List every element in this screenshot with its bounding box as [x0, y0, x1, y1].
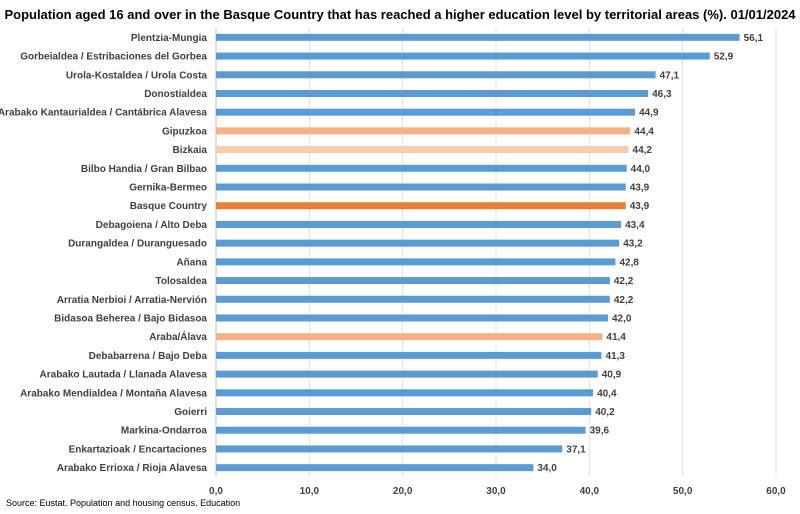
bar [216, 389, 594, 397]
data-label: 41,4 [606, 332, 626, 343]
bar [216, 239, 620, 247]
data-label: 52,9 [714, 52, 734, 63]
data-label: 47,1 [660, 70, 680, 81]
bar [216, 164, 627, 172]
category-label: Plentzia-Mungia [131, 33, 208, 44]
bar [216, 71, 656, 79]
data-label: 44,0 [631, 164, 651, 175]
bar [216, 370, 598, 378]
data-label: 44,2 [633, 145, 653, 156]
data-label: 43,2 [623, 239, 643, 250]
data-label: 34,0 [537, 463, 557, 474]
bar [216, 277, 610, 285]
category-label: Bilbo Handia / Gran Bilbao [81, 164, 207, 175]
bar [216, 52, 710, 60]
category-label: Goierri [174, 407, 207, 418]
data-label: 43,9 [630, 183, 650, 194]
bar [216, 464, 534, 472]
category-label: Durangaldea / Duranguesado [68, 239, 207, 250]
bar [216, 89, 649, 97]
data-label: 42,0 [612, 313, 632, 324]
x-tick-label: 50,0 [673, 486, 693, 497]
bar [216, 127, 631, 135]
data-label: 56,1 [744, 33, 764, 44]
category-labels: Plentzia-Mungia Gorbeialdea / Estribacion… [0, 33, 207, 474]
bar [216, 295, 610, 303]
bar [216, 258, 616, 266]
category-label: Debagoiena / Alto Deba [96, 220, 208, 231]
data-label: 40,9 [602, 370, 622, 381]
x-tick-label: 20,0 [393, 486, 413, 497]
x-tick-label: 0,0 [209, 486, 223, 497]
category-label: Tolosaldea [156, 276, 208, 287]
bar [216, 183, 626, 191]
x-tick-label: 10,0 [300, 486, 320, 497]
bar [216, 202, 626, 210]
data-label: 42,2 [614, 276, 634, 287]
data-label: 37,1 [566, 444, 586, 455]
source-note: Source: Eustat. Population and housing c… [6, 498, 241, 508]
bar [216, 333, 603, 341]
chart-title: Population aged 16 and over in the Basqu… [4, 7, 796, 22]
bar [216, 314, 608, 322]
x-tick-label: 30,0 [486, 486, 506, 497]
bar [216, 408, 592, 416]
data-label: 40,2 [595, 407, 615, 418]
category-label: Donostialdea [144, 89, 207, 100]
bars [216, 33, 740, 472]
data-label: 44,9 [639, 108, 659, 119]
x-tick-label: 40,0 [580, 486, 600, 497]
category-label: Enkartazioak / Encartaciones [69, 444, 208, 455]
category-label: Bidasoa Beherea / Bajo Bidasoa [54, 313, 207, 324]
x-tick-label: 60,0 [766, 486, 786, 497]
bar [216, 426, 586, 434]
category-label: Arabako Errioxa / Rioja Alavesa [57, 463, 208, 474]
data-label: 41,3 [605, 351, 625, 362]
category-label: Markina-Ondarroa [121, 426, 208, 437]
x-axis-ticks: 0,0 10,0 20,0 30,0 40,0 50,0 60,0 [209, 486, 786, 497]
bar [216, 445, 563, 453]
category-label: Arabako Mendialdea / Montaña Alavesa [20, 388, 207, 399]
data-label: 44,4 [634, 126, 654, 137]
category-label: Araba/Álava [149, 330, 207, 343]
category-label: Añana [176, 257, 207, 268]
data-label: 43,9 [630, 201, 650, 212]
category-label: Bizkaia [173, 145, 208, 156]
data-label: 42,2 [614, 295, 634, 306]
category-label: Gernika-Bermeo [129, 183, 207, 194]
category-label: Arabako Kantaurialdea / Cantábrica Alave… [0, 108, 207, 119]
category-label: Debabarrena / Bajo Deba [89, 351, 208, 362]
bar [216, 351, 602, 359]
category-label: Urola-Kostaldea / Urola Costa [66, 70, 208, 81]
category-label: Basque Country [130, 201, 208, 212]
bar [216, 220, 622, 228]
data-label: 43,4 [625, 220, 645, 231]
gridlines [215, 28, 777, 477]
bar [216, 33, 740, 41]
data-label: 46,3 [652, 89, 672, 100]
data-label: 40,4 [597, 388, 617, 399]
category-label: Gorbeialdea / Estribaciones del Gorbea [20, 52, 207, 63]
data-label: 39,6 [590, 426, 610, 437]
category-label: Arratia Nerbioi / Arratia-Nervión [57, 295, 207, 306]
category-label: Gipuzkoa [162, 126, 207, 137]
value-labels: 56,1 52,9 47,1 46,3 44,9 44,4 44,2 44,0 43,9 43,9… [537, 33, 763, 474]
data-label: 42,8 [619, 257, 639, 268]
bar [216, 146, 629, 154]
category-label: Arabako Lautada / Llanada Alavesa [40, 370, 208, 381]
bar [216, 108, 636, 116]
